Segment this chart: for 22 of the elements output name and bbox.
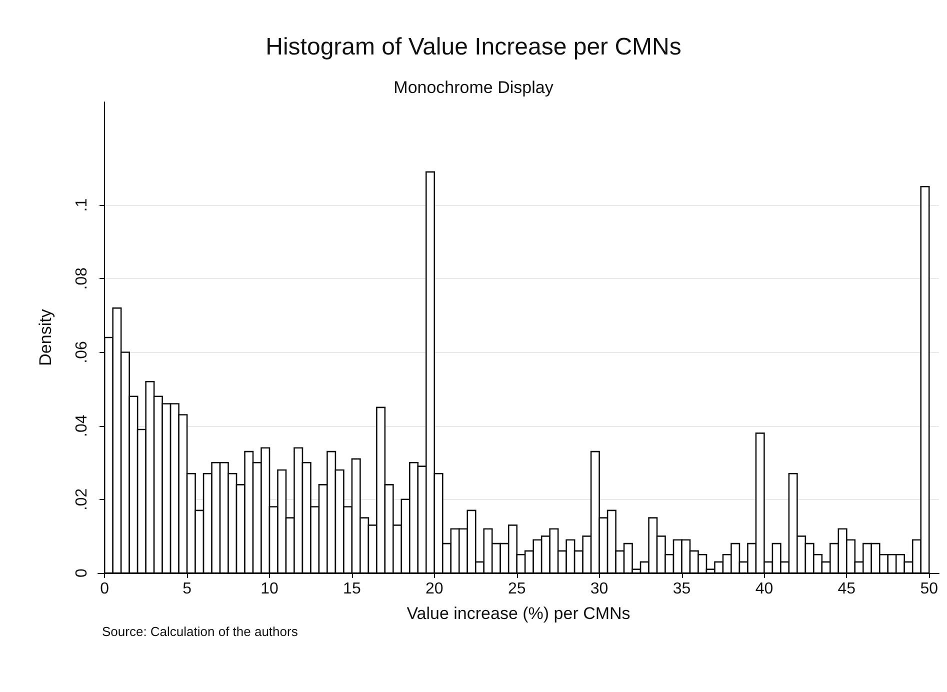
x-tick-label: 45 <box>838 580 856 598</box>
x-tick-label: 30 <box>590 580 608 598</box>
source-note: Source: Calculation of the authors <box>102 624 298 639</box>
chart-title: Histogram of Value Increase per CMNs <box>266 34 682 60</box>
chart-subtitle: Monochrome Display <box>394 78 554 97</box>
y-tick-label: .04 <box>74 414 90 437</box>
x-tick-label: 5 <box>182 580 192 598</box>
y-axis-title: Density <box>36 308 55 366</box>
y-tick-label: .02 <box>74 488 90 511</box>
x-tick-label: 50 <box>920 580 938 598</box>
y-tick-label: .08 <box>74 267 90 290</box>
x-tick-label: 35 <box>672 580 691 598</box>
y-tick-label: .06 <box>74 341 90 364</box>
x-axis-title: Value increase (%) per CMNs <box>406 604 630 623</box>
x-tick-label: 10 <box>260 580 278 598</box>
x-tick-label: 40 <box>755 580 774 598</box>
x-tick-label: 20 <box>426 580 444 598</box>
y-tick-label: 0 <box>74 568 90 578</box>
y-tick-label: .1 <box>74 198 90 212</box>
x-tick-label: 15 <box>343 580 361 598</box>
x-tick-label: 25 <box>508 580 526 598</box>
x-tick-label: 0 <box>100 580 110 598</box>
